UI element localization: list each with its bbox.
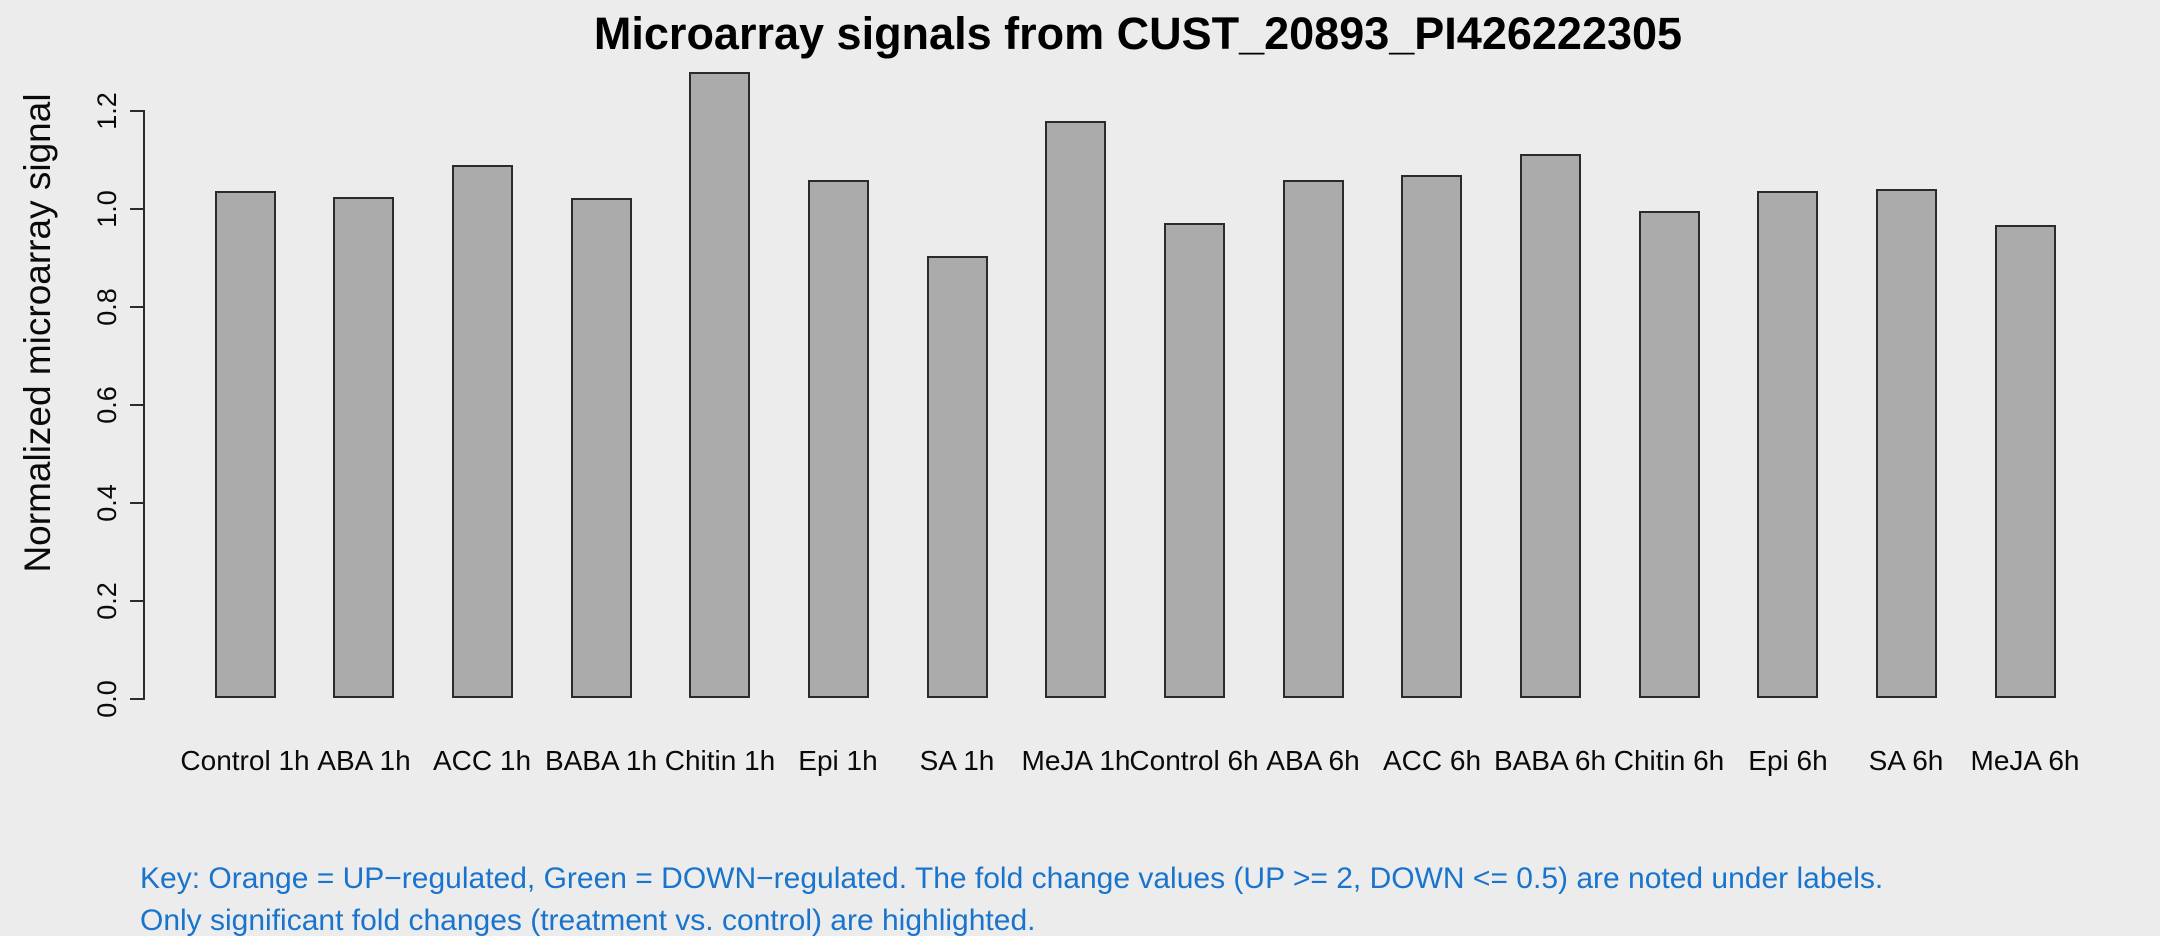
bar-control-1h xyxy=(215,191,276,698)
y-axis-tick-label: 0.6 xyxy=(92,386,122,424)
x-axis-label: ABA 1h xyxy=(317,745,411,776)
y-axis-tick-label: 0.8 xyxy=(92,288,122,326)
y-axis-tick-label: 0.2 xyxy=(92,582,122,620)
y-axis-label: Normalized microarray signal xyxy=(17,93,58,573)
y-axis-tick-label: 0.4 xyxy=(92,484,122,522)
key-note-line-2: Only significant fold changes (treatment… xyxy=(140,904,1036,936)
bar-epi-1h xyxy=(808,180,869,698)
y-axis-tick-label: 0.0 xyxy=(92,680,122,718)
bar-baba-6h xyxy=(1520,154,1581,698)
bar-meja-1h xyxy=(1045,121,1106,698)
bar-meja-6h xyxy=(1995,225,2056,698)
x-axis-label: ACC 6h xyxy=(1382,745,1482,776)
y-axis-tick xyxy=(130,306,143,308)
bar-sa-1h xyxy=(927,256,988,698)
x-axis-label: Control 1h xyxy=(180,745,310,776)
bar-baba-1h xyxy=(571,198,632,698)
x-axis-label: MeJA 6h xyxy=(1970,745,2080,776)
bar-acc-1h xyxy=(452,165,513,698)
y-axis-tick-label: 1.0 xyxy=(92,190,122,228)
bar-sa-6h xyxy=(1876,189,1937,698)
y-axis-tick-label: 1.2 xyxy=(92,92,122,130)
y-axis-tick xyxy=(130,208,143,210)
x-axis-label: ACC 1h xyxy=(432,745,532,776)
x-axis-label: Chitin 1h xyxy=(664,745,776,776)
bar-acc-6h xyxy=(1401,175,1462,698)
x-axis-label: ABA 6h xyxy=(1266,745,1360,776)
y-axis-tick xyxy=(130,404,143,406)
bar-chitin-1h xyxy=(689,72,750,698)
key-note-line-1: Key: Orange = UP−regulated, Green = DOWN… xyxy=(140,862,1884,895)
x-axis-label: SA 1h xyxy=(919,745,995,776)
x-axis-label: SA 6h xyxy=(1868,745,1944,776)
x-axis-label: Epi 6h xyxy=(1748,745,1828,776)
y-axis-tick xyxy=(130,110,143,112)
y-axis-line xyxy=(143,110,145,700)
chart-title: Microarray signals from CUST_20893_PI426… xyxy=(593,8,1683,59)
x-axis-label: BABA 1h xyxy=(544,745,658,776)
bar-epi-6h xyxy=(1757,191,1818,698)
bar-aba-1h xyxy=(333,197,394,698)
x-axis-label: Epi 1h xyxy=(798,745,878,776)
y-axis-tick xyxy=(130,600,143,602)
y-axis-tick xyxy=(130,502,143,504)
bar-control-6h xyxy=(1164,223,1225,698)
x-axis-label: MeJA 1h xyxy=(1021,745,1131,776)
x-axis-label: Control 6h xyxy=(1129,745,1259,776)
bar-aba-6h xyxy=(1283,180,1344,698)
x-axis-label: Chitin 6h xyxy=(1613,745,1725,776)
y-axis-tick xyxy=(130,698,143,700)
bar-chitin-6h xyxy=(1639,211,1700,698)
x-axis-label: BABA 6h xyxy=(1493,745,1607,776)
